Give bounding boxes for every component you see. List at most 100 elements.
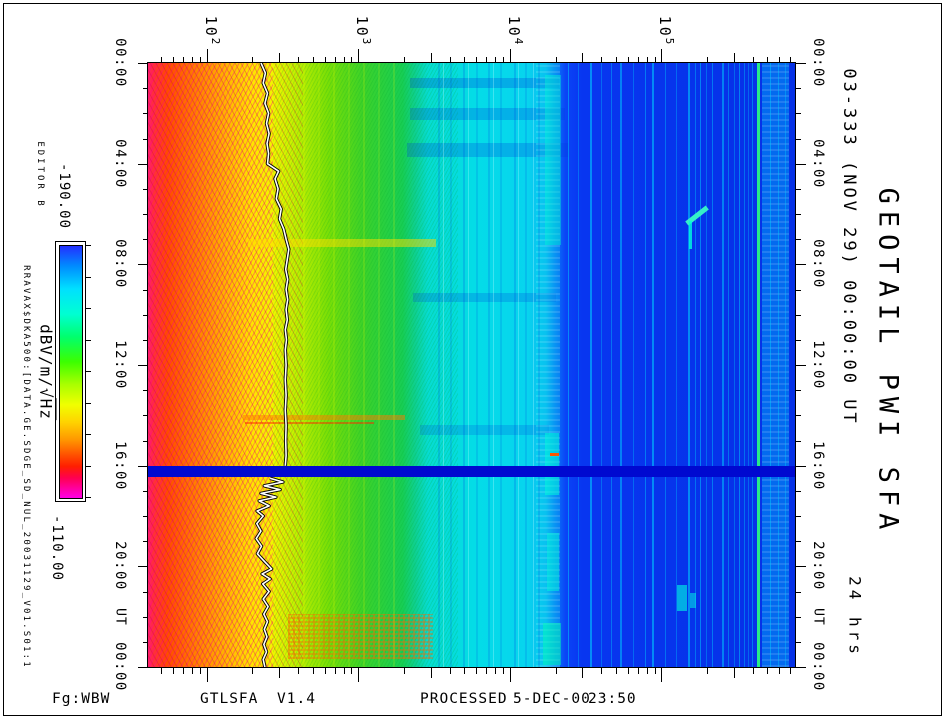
time-tick-left <box>138 365 148 366</box>
blue-band-interference-line <box>699 63 701 667</box>
time-tick-right <box>796 641 801 643</box>
freq-decade-label: 104 <box>505 16 525 47</box>
freq-tick-bottom <box>661 668 663 682</box>
freq-tick-top <box>502 57 504 63</box>
cyan-band-dark-streak <box>476 63 479 667</box>
chart-subtitle-date: 03-333 (NOV 29) 00:00:00 UT <box>839 68 859 426</box>
cyan-band-dark-streak <box>499 63 502 667</box>
emission-patch <box>690 592 697 608</box>
time-tick-left <box>143 214 148 215</box>
figure-border-frame <box>3 3 942 716</box>
freq-tick-top <box>297 57 299 63</box>
ut-label-right: UT <box>810 607 826 626</box>
blue-band-interference-line <box>743 63 745 667</box>
freq-tick-top <box>486 57 488 63</box>
feature-band <box>243 415 405 421</box>
blue-band-interference-line <box>694 63 696 667</box>
freq-tick-bottom <box>297 668 299 674</box>
freq-label-base: 10 <box>353 15 372 38</box>
uhr-trace-overlay <box>254 63 291 667</box>
freq-tick-top <box>324 57 326 63</box>
freq-tick-bottom <box>582 668 584 678</box>
time-label-right: 12:00 <box>810 340 826 390</box>
time-tick-right <box>796 88 801 90</box>
spectrogram-image <box>148 63 795 667</box>
cyan-band-dark-streak <box>437 63 440 667</box>
freq-tick-top <box>509 49 511 63</box>
speckle-patch <box>287 613 434 660</box>
freq-tick-top <box>661 49 663 63</box>
uhr-trace-line <box>259 63 291 466</box>
ut-label-left: UT <box>112 607 128 626</box>
time-tick-right <box>796 390 801 392</box>
time-tick-right <box>796 616 801 618</box>
freq-tick-top <box>161 57 163 63</box>
freq-label-base: 10 <box>656 15 675 38</box>
freq-tick-bottom <box>351 668 353 674</box>
feature-band <box>410 107 566 120</box>
freq-tick-top <box>403 57 405 63</box>
green-band-streak <box>362 63 365 667</box>
freq-tick-top <box>279 53 281 63</box>
cyan-band-dark-streak <box>487 63 490 667</box>
freq-tick-bottom <box>464 668 466 674</box>
freq-tick-top <box>449 57 451 63</box>
freq-tick-bottom <box>358 668 360 682</box>
time-tick-right <box>796 465 806 467</box>
blue-band-interference-line <box>727 63 729 667</box>
time-tick-right <box>796 667 806 668</box>
time-tick-left <box>143 616 148 618</box>
freq-tick-top <box>430 53 432 63</box>
time-tick-right <box>796 440 801 442</box>
time-tick-right <box>796 138 801 140</box>
freq-tick-bottom <box>279 668 281 678</box>
freq-tick-bottom <box>752 668 754 674</box>
freq-tick-bottom <box>767 668 769 674</box>
time-tick-right <box>796 365 806 366</box>
feature-band <box>419 425 550 436</box>
green-band-streak <box>303 63 306 667</box>
freq-tick-top <box>637 57 639 63</box>
blue-band-interference-line <box>633 63 635 667</box>
time-tick-left <box>143 541 148 543</box>
freq-tick-top <box>767 57 769 63</box>
blue-band-interference-line <box>675 63 677 667</box>
freq-tick-top <box>192 57 193 63</box>
uhr-trace-line <box>255 477 284 667</box>
blue-band-interference-line <box>738 63 740 667</box>
time-tick-left <box>143 516 148 517</box>
processed-date: 5-DEC-00 <box>513 691 591 707</box>
freq-tick-bottom <box>646 668 648 674</box>
time-tick-right <box>796 63 806 64</box>
time-tick-right <box>796 188 801 190</box>
blue-band-interference-line <box>688 63 691 667</box>
time-label-right: 08:00 <box>810 239 826 290</box>
time-label-right: 20:00 <box>810 541 826 592</box>
time-tick-left <box>143 440 148 442</box>
freq-tick-bottom <box>637 668 639 674</box>
colorbar-tick <box>85 339 91 341</box>
freq-label-exponent: 5 <box>663 37 677 47</box>
cyan-band-dark-streak <box>450 63 453 667</box>
emission-patch <box>545 75 562 246</box>
speckle-column <box>536 63 561 667</box>
time-tick-left <box>143 339 148 341</box>
time-tick-right <box>796 264 806 266</box>
time-label-left: 04:00 <box>112 138 128 189</box>
green-band-streak <box>333 63 336 667</box>
colorbar-gradient <box>59 245 83 499</box>
colorbar-tick <box>85 434 91 435</box>
time-tick-left <box>143 239 148 241</box>
freq-tick-top <box>173 57 175 63</box>
blue-band-interference-line <box>644 63 646 667</box>
freq-tick-top <box>582 53 584 63</box>
green-band-streak <box>377 63 380 667</box>
data-gap-bar <box>148 466 795 477</box>
feature-band <box>245 421 375 424</box>
time-label-left: 00:00 <box>112 642 128 692</box>
freq-tick-bottom <box>449 668 451 674</box>
emission-patch <box>549 452 559 456</box>
freq-tick-bottom <box>192 668 193 674</box>
time-tick-right <box>796 214 801 215</box>
